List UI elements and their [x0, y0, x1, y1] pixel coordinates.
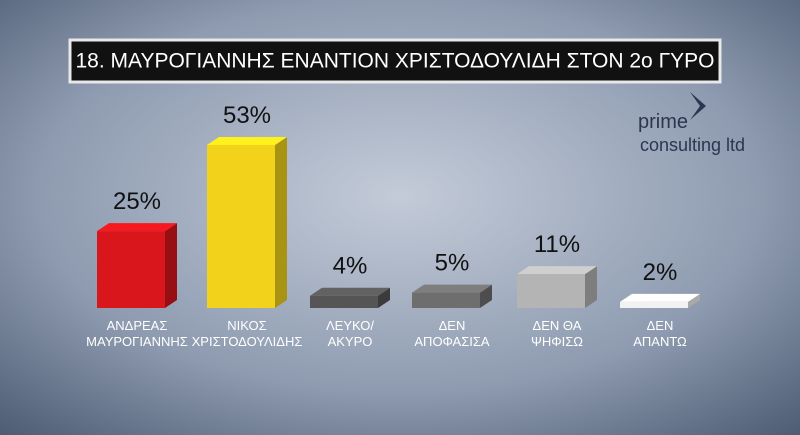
bar-side	[165, 223, 177, 308]
label-line: ΝΙΚΟΣ	[227, 318, 266, 333]
bar-top	[620, 293, 700, 302]
bar-front	[517, 274, 585, 308]
bar-side	[688, 293, 700, 308]
value-label: 4%	[333, 253, 368, 280]
bar	[412, 284, 492, 308]
label-line: ΜΑΥΡΟΓΙΑΝΝΗΣ	[86, 334, 188, 349]
bar-side	[275, 137, 287, 308]
x-tick-label: ΔΕΝ ΑΠΟΦΑΣΙΣΑ	[414, 318, 490, 349]
bar-top	[207, 137, 287, 145]
x-tick-label: ΝΙΚΟΣ ΧΡΙΣΤΟΔΟΥΛΙΔΗΣ	[192, 318, 303, 349]
logo-text: prime	[638, 111, 688, 133]
bar-front	[620, 301, 688, 308]
value-label: 53%	[223, 102, 271, 129]
x-tick-label: ΔΕΝ ΑΠΑΝΤΩ	[633, 318, 687, 349]
title-box	[68, 38, 722, 84]
bar-front	[310, 295, 378, 308]
value-label: 25%	[113, 188, 161, 215]
value-label: 5%	[435, 250, 470, 277]
label-line: ΔΕΝ ΘΑ	[533, 318, 582, 333]
logo-text: consulting ltd	[640, 135, 745, 155]
bar-top	[310, 287, 390, 296]
bar-top	[412, 284, 492, 293]
bar	[310, 287, 390, 308]
label-line: ΑΝΔΡΕΑΣ	[107, 318, 168, 333]
bar-top	[517, 266, 597, 275]
bar	[620, 293, 700, 308]
bar-side	[378, 287, 390, 308]
label-line: ΑΠΟΦΑΣΙΣΑ	[414, 334, 490, 349]
label-line: ΑΠΑΝΤΩ	[633, 334, 687, 349]
x-tick-label: ΛΕΥΚΟ/ΑΚΥΡΟ	[326, 318, 374, 349]
bar-side	[585, 266, 597, 308]
bar-top	[97, 223, 177, 232]
label-line: ΧΡΙΣΤΟΔΟΥΛΙΔΗΣ	[192, 334, 303, 349]
value-label: 11%	[534, 231, 580, 258]
bar-side	[480, 284, 492, 308]
chart-title: 18. ΜΑΥΡΟΓΙΑΝΝΗΣ ΕΝΑΝΤΙΟΝ ΧΡΙΣΤΟΔΟΥΛΙΔΗ …	[75, 50, 714, 73]
bar	[517, 266, 597, 308]
label-line: ΨΗΦΙΣΩ	[531, 334, 583, 349]
bar-front	[412, 292, 480, 308]
label-line: ΛΕΥΚΟ/	[326, 318, 374, 333]
logo-icon	[690, 92, 706, 120]
label-line: ΑΚΥΡΟ	[328, 334, 373, 349]
value-label: 2%	[643, 259, 678, 286]
bar	[207, 137, 287, 308]
x-tick-label: ΑΝΔΡΕΑΣ ΜΑΥΡΟΓΙΑΝΝΗΣ	[86, 318, 188, 349]
label-line: ΔΕΝ	[439, 318, 466, 333]
label-line: ΔΕΝ	[647, 318, 674, 333]
bar-front	[207, 145, 275, 308]
x-tick-label: ΔΕΝ ΘΑ ΨΗΦΙΣΩ	[531, 318, 583, 349]
bar-front	[97, 231, 165, 308]
bar	[97, 223, 177, 308]
